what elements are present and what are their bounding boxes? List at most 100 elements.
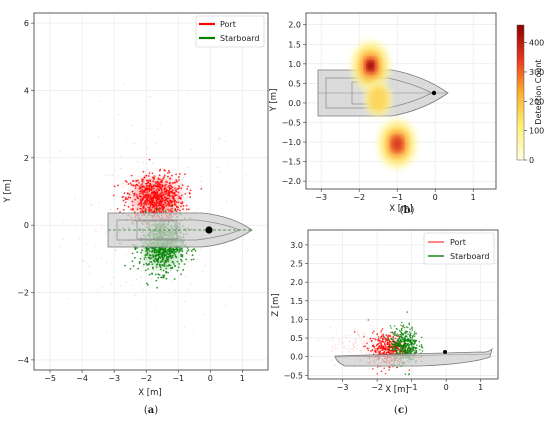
colorbar-ticks: 0 100 200 300 400 xyxy=(524,39,544,165)
panel-a-port-point xyxy=(168,182,171,185)
panel-a-port-point xyxy=(143,202,146,205)
panel-c-starboard-point xyxy=(388,349,391,351)
panel-a-starboard-point xyxy=(138,262,141,265)
panel-a-noise-point xyxy=(103,174,105,176)
panel-c-starboard-point xyxy=(414,347,417,350)
panel-a-port-point xyxy=(162,209,164,212)
panel-a-starboard-point xyxy=(155,279,158,282)
panel-c-noise-point xyxy=(352,348,354,350)
panel-c-noise-point xyxy=(330,359,332,361)
panel-a-ytick-label: 6 xyxy=(24,19,29,28)
panel-a-port-point xyxy=(132,204,134,207)
panel-a-noise-point xyxy=(125,254,127,256)
panel-c-starboard-point xyxy=(421,350,424,352)
panel-b-hotspot xyxy=(390,135,404,153)
panel-a-port-point xyxy=(139,187,142,190)
panel-a-port-point xyxy=(186,188,189,190)
panel-c-noise-point xyxy=(362,332,364,334)
panel-a-port-point xyxy=(148,184,151,187)
panel-a-noise-point xyxy=(135,268,137,270)
panel-a-starboard-point xyxy=(169,267,172,269)
panel-a-port-point xyxy=(127,196,130,198)
panel-a-ylabel: Y [m] xyxy=(3,180,13,204)
panel-a-port-point xyxy=(157,204,160,207)
panel-a-port-point xyxy=(156,185,159,188)
panel-a-port-point xyxy=(145,184,148,187)
panel-c-noise-point xyxy=(370,325,372,327)
panel-a-noise-point xyxy=(125,184,127,186)
panel-c-starboard-point xyxy=(394,334,397,336)
panel-c-port-point xyxy=(369,337,372,340)
panel-a-starboard-point xyxy=(172,249,175,251)
panel-a-port-point xyxy=(181,202,184,205)
panel-c-starboard-point xyxy=(408,344,411,347)
panel-a-port-point xyxy=(123,192,126,195)
panel-a-port-point xyxy=(133,194,136,197)
colorbar-tick-label: 300 xyxy=(529,68,544,77)
panel-c-noise-point xyxy=(329,326,332,328)
panel-c-starboard-point xyxy=(397,339,400,342)
panel-a-port-point xyxy=(187,185,189,188)
panel-a-noise-point xyxy=(201,195,203,197)
panel-a-port-point xyxy=(149,196,151,199)
panel-c-port-point xyxy=(374,350,377,353)
panel-a-noise-point xyxy=(60,256,62,258)
panel-a-port-point xyxy=(146,187,149,190)
panel-a-port-point xyxy=(147,181,149,184)
panel-a-port-point xyxy=(187,208,190,211)
panel-a-noise-point xyxy=(155,308,157,310)
panel-a-port-point xyxy=(158,174,161,177)
panel-c-plot: −3 −2 −1 0 1−0.50.00.51.01.52.02.53.0 X [m] … xyxy=(271,229,499,416)
panel-a-port-point xyxy=(156,188,159,190)
panel-c-noise-point xyxy=(348,347,350,349)
panel-c-noise-point xyxy=(367,368,369,370)
panel-a-port-point xyxy=(170,174,173,177)
panel-a-noise-point xyxy=(218,138,220,141)
panel-c-starboard-point xyxy=(415,351,418,354)
panel-c-starboard-point xyxy=(408,349,411,352)
panel-a-starboard-point xyxy=(181,250,184,253)
panel-c-port-point xyxy=(377,340,379,342)
panel-a-noise-point xyxy=(155,142,157,144)
panel-a-starboard-point xyxy=(171,251,173,253)
panel-a-starboard-point xyxy=(148,256,151,259)
panel-a-starboard-point xyxy=(150,257,153,260)
panel-a-noise-point xyxy=(101,227,103,229)
panel-a-noise-point xyxy=(177,157,180,159)
panel-a-starboard-point xyxy=(150,250,153,253)
panel-c-noise-point xyxy=(354,338,356,340)
panel-c-port-point xyxy=(391,350,394,353)
panel-c-noise-point xyxy=(366,351,368,354)
panel-a-port-point xyxy=(162,203,164,206)
panel-a-port-point xyxy=(173,199,176,202)
panel-c-starboard-point xyxy=(411,327,413,330)
panel-c-starboard-point xyxy=(406,338,409,341)
panel-a-noise-point xyxy=(126,205,128,207)
panel-c-port-point xyxy=(377,336,380,338)
panel-a-port-point xyxy=(167,169,170,172)
panel-a-starboard-point xyxy=(155,266,158,268)
panel-a-starboard-point xyxy=(138,260,141,263)
panel-a-port-point xyxy=(155,197,157,200)
panel-a-port-point xyxy=(163,174,166,177)
panel-c-port-point xyxy=(379,337,382,339)
panel-c-starboard-point xyxy=(395,344,397,347)
panel-c-port-point xyxy=(389,343,392,346)
panel-a-port-point xyxy=(177,176,180,178)
panel-a-port-point xyxy=(159,168,162,171)
panel-a-noise-point xyxy=(112,268,114,270)
panel-c-starboard-point xyxy=(402,325,405,328)
panel-c-port-point xyxy=(380,345,383,348)
panel-c-port-point xyxy=(395,337,397,340)
colorbar-tick-label: 0 xyxy=(529,156,534,165)
panel-a-starboard-point xyxy=(131,260,134,263)
panel-c-noise-point xyxy=(365,346,367,348)
panel-c-port-point xyxy=(383,347,385,350)
panel-c-port-point xyxy=(385,334,387,336)
panel-c-starboard-point xyxy=(420,336,423,339)
panel-a-noise-point xyxy=(130,191,132,193)
panel-a-starboard-point xyxy=(190,250,193,252)
panel-a-starboard-point xyxy=(147,247,150,250)
panel-a-noise-point xyxy=(99,100,101,102)
panel-a-ticks: −5 −4 −3 −2 −1 0 1 −4 −2 0 2 4 6 xyxy=(17,19,245,383)
